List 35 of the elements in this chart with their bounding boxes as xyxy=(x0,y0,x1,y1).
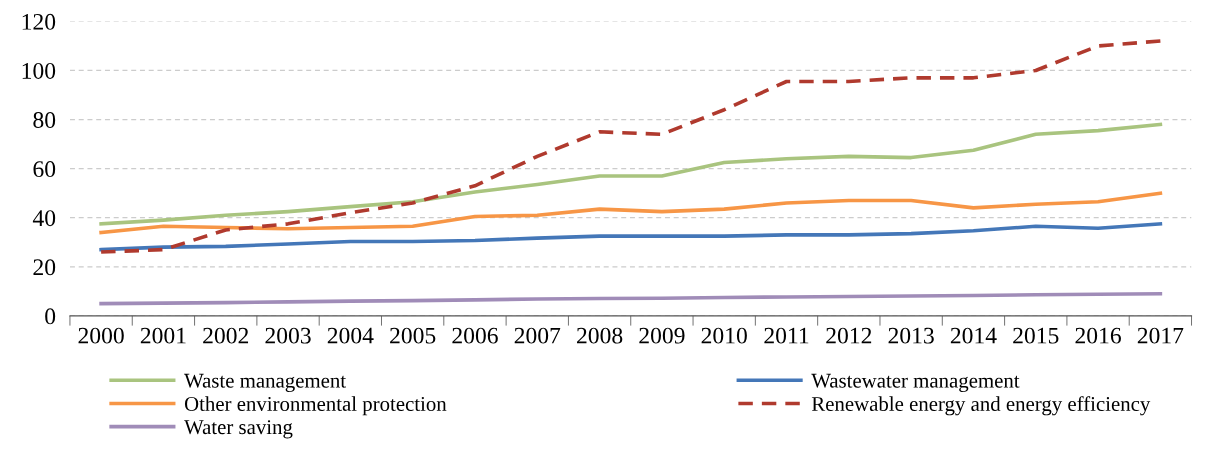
x-tick-label: 2014 xyxy=(950,327,997,344)
x-tick-label: 2001 xyxy=(140,327,186,344)
x-tick-label: 2000 xyxy=(78,327,124,344)
x-tick-label: 2009 xyxy=(639,327,685,344)
x-tick-label: 2010 xyxy=(701,327,747,344)
legend-label: Wastewater management xyxy=(811,373,1020,392)
x-tick-label: 2003 xyxy=(265,327,311,344)
legend-label: Other environmental protection xyxy=(184,396,447,416)
x-tick-label: 2016 xyxy=(1075,327,1121,344)
y-tick-label: 80 xyxy=(33,112,56,128)
x-tick-label: 2004 xyxy=(327,327,374,344)
legend-label: Water saving xyxy=(184,420,293,439)
x-tick-label: 2012 xyxy=(826,327,872,344)
y-tick-label: 60 xyxy=(33,161,56,178)
y-tick-label: 120 xyxy=(22,13,56,30)
x-tick-label: 2008 xyxy=(577,327,623,344)
line-series xyxy=(99,122,1163,226)
y-tick-label: 40 xyxy=(32,210,56,227)
y-tick-label: 20 xyxy=(33,259,56,276)
x-tick-label: 2005 xyxy=(390,327,436,344)
legend-label: Renewable energy and energy efficiency xyxy=(811,396,1151,416)
line-series xyxy=(99,191,1163,235)
x-tick-label: 2007 xyxy=(514,327,561,344)
x-tick-label: 2006 xyxy=(452,327,498,344)
line-series xyxy=(99,222,1163,252)
line-series xyxy=(99,39,1163,254)
x-tick-label: 2002 xyxy=(203,327,249,344)
y-tick-label: 100 xyxy=(22,62,56,79)
legend-label: Waste management xyxy=(184,373,346,392)
x-tick-label: 2011 xyxy=(764,327,809,344)
x-tick-label: 2015 xyxy=(1013,327,1059,344)
line-series xyxy=(99,291,1163,306)
x-tick-label: 2017 xyxy=(1137,327,1184,344)
y-tick-label: 0 xyxy=(45,308,56,325)
x-tick-label: 2013 xyxy=(888,327,934,344)
